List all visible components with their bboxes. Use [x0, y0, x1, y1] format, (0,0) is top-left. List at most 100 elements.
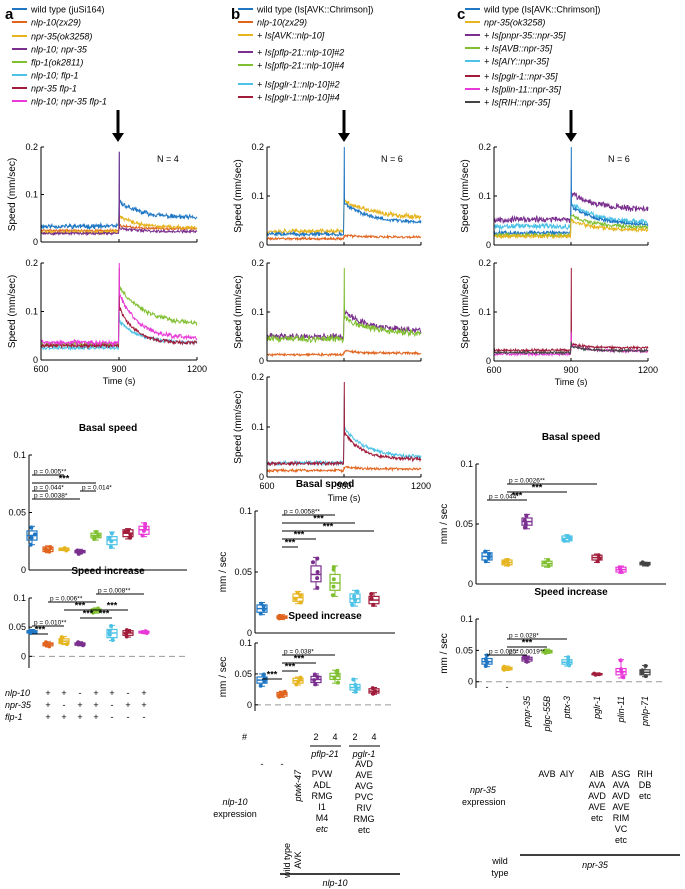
data-point — [565, 534, 570, 538]
expression-title: expression — [462, 797, 506, 807]
trace-series-darkgray — [493, 341, 649, 356]
y-tick-label: 0 — [259, 356, 264, 366]
x-tick-label: 600 — [33, 364, 48, 374]
data-point — [505, 558, 510, 562]
data-point — [312, 672, 317, 677]
legend-c-label: wild type (Is[AVK::Chrimson]) — [483, 5, 600, 15]
data-point — [29, 525, 34, 530]
genotype-mark: + — [109, 688, 114, 698]
x-tick-label: 1200 — [638, 365, 658, 375]
legend-a-label: npr-35 flp-1 — [31, 84, 77, 94]
x-label: 2 — [352, 732, 357, 742]
data-point — [94, 530, 99, 534]
data-point — [109, 539, 114, 544]
genotype-mark: + — [77, 712, 82, 722]
y-tick-label: 0 — [486, 356, 491, 366]
data-point — [502, 560, 507, 565]
sig-label: *** — [59, 474, 70, 484]
genotype-mark: + — [141, 700, 146, 710]
panel-letter-c: c — [457, 6, 465, 23]
sig-label: *** — [107, 601, 118, 611]
data-point — [261, 604, 266, 609]
data-point — [298, 600, 303, 605]
sig-label: p = 0.0026** — [509, 478, 545, 485]
legend-b-label: + Is[pflp-21::nlp-10]#4 — [257, 61, 344, 71]
data-point — [298, 593, 303, 598]
data-point — [352, 594, 357, 599]
data-point — [258, 683, 263, 688]
data-point — [28, 628, 33, 633]
data-point — [525, 655, 530, 660]
sig-label: p = 0.0019** — [509, 649, 545, 656]
expression-cell: etc — [358, 825, 371, 835]
data-point — [331, 577, 336, 582]
x-label: ptwk-47 — [293, 769, 303, 803]
data-point — [311, 560, 315, 565]
sig-label: *** — [294, 530, 305, 540]
data-point — [483, 549, 488, 554]
sig-label: *** — [75, 601, 86, 611]
y-tick-label: 0.05 — [8, 622, 26, 632]
data-point — [107, 535, 112, 540]
data-point — [596, 553, 601, 558]
y-tick-label: 0.2 — [25, 142, 38, 152]
genotype-mark: - — [127, 712, 130, 722]
x-label: pnpr-35 — [522, 695, 532, 728]
data-point — [483, 664, 488, 668]
data-point — [47, 549, 52, 554]
y-tick-label: 0.05 — [8, 508, 26, 518]
data-point — [92, 534, 97, 539]
data-point — [29, 535, 34, 540]
data-point — [282, 689, 287, 694]
x-label: plgc-55B — [542, 696, 552, 733]
expression-cell: VC — [615, 824, 628, 834]
y-tick-label: 0 — [247, 700, 252, 710]
expression-cell: ADL — [313, 780, 331, 790]
wild-type-label: type — [491, 868, 508, 878]
data-point — [124, 631, 129, 636]
y-tick-label: 0.1 — [13, 593, 26, 603]
y-axis-title: mm / sec — [0, 613, 3, 654]
genotype-mark: + — [125, 700, 130, 710]
trace-plot-b_trace_2: 0 0.1 0.2 Speed (mm/sec) — [233, 258, 422, 366]
sig-label: p = 0.044* — [489, 494, 519, 501]
data-point — [592, 671, 597, 676]
sig-label: *** — [83, 609, 94, 619]
x-tick-label: 1200 — [187, 364, 207, 374]
genotype-mark: - — [143, 712, 146, 722]
data-point — [546, 564, 551, 568]
trace-series-orange — [266, 233, 422, 242]
genotype-mark: + — [61, 688, 66, 698]
genotype-mark: + — [93, 688, 98, 698]
y-tick-label: 0 — [33, 237, 38, 247]
sig-label: p = 0.006** — [50, 596, 83, 603]
data-point — [484, 653, 489, 658]
trace-plot-c_trace_bottom: 0 0.1 0.2 600 900 1200 Speed (mm/sec) Time (s) — [460, 258, 658, 387]
trace-series-purple — [40, 151, 198, 237]
expression-cell: M4 — [316, 813, 329, 823]
legend-c-label: + Is[RIH::npr-35] — [484, 98, 551, 108]
y-tick-label: 0.1 — [478, 307, 491, 317]
data-point — [259, 601, 264, 606]
data-point — [124, 628, 129, 633]
bracket-label: npr-35 — [582, 860, 609, 870]
data-point — [543, 560, 547, 565]
data-point — [65, 642, 69, 647]
data-point — [522, 518, 527, 523]
x-label: pglr-1 — [592, 696, 602, 720]
data-point — [315, 556, 320, 561]
data-point — [315, 576, 320, 581]
data-point — [332, 675, 337, 680]
data-point — [487, 552, 491, 556]
data-point — [141, 528, 146, 533]
data-point — [543, 648, 548, 653]
expression-cell: AVE — [355, 770, 372, 780]
legend-a-label: nlp-10(zx29) — [31, 18, 81, 28]
data-point — [277, 613, 282, 618]
genotype-mark: - — [111, 700, 114, 710]
data-point — [44, 640, 48, 645]
data-point — [640, 560, 645, 565]
genotype-mark: + — [93, 700, 98, 710]
n-label: N = 4 — [157, 154, 179, 164]
